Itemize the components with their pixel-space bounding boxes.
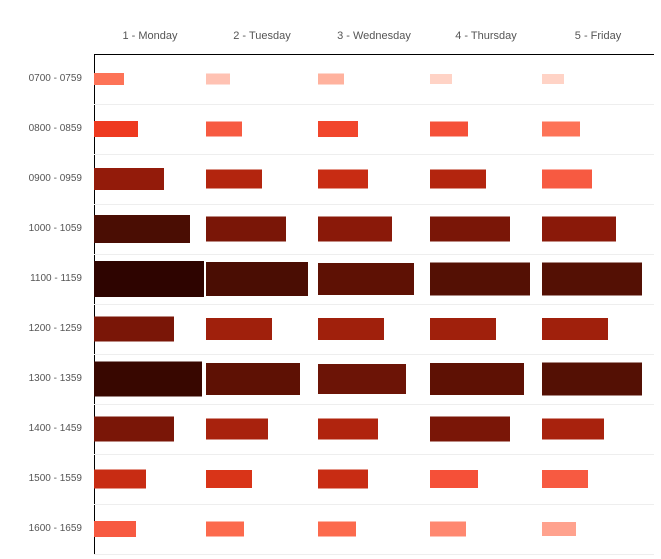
row-separator (94, 404, 654, 405)
heatmap-bar (318, 74, 344, 85)
heatmap-bar (542, 470, 588, 488)
heatmap-bar (542, 419, 604, 440)
heatmap-bar (542, 217, 616, 242)
row-label: 1600 - 1659 (0, 523, 82, 534)
heatmap-bar (94, 168, 164, 190)
heatmap-bar (318, 419, 378, 440)
row-label: 1200 - 1259 (0, 323, 82, 334)
heatmap-bar (430, 74, 452, 84)
col-header: 2 - Tuesday (206, 30, 318, 42)
col-header: 4 - Thursday (430, 30, 542, 42)
row-label: 1100 - 1159 (0, 273, 82, 284)
row-separator (94, 504, 654, 505)
heatmap-bar (206, 419, 268, 440)
heatmap-bar (430, 217, 510, 242)
heatmap-bar (430, 263, 530, 296)
heatmap-bar (94, 362, 202, 397)
heatmap-bar (318, 121, 358, 137)
row-label: 0900 - 0959 (0, 173, 82, 184)
heatmap-bar (206, 363, 300, 395)
heatmap-bar (206, 170, 262, 189)
heatmap-bar (206, 217, 286, 242)
heatmap-bar (94, 215, 190, 243)
row-label: 0800 - 0859 (0, 123, 82, 134)
row-label: 1000 - 1059 (0, 223, 82, 234)
heatmap-bar (94, 470, 146, 489)
row-separator (94, 254, 654, 255)
heatmap-bar (542, 522, 576, 536)
col-header: 3 - Wednesday (318, 30, 430, 42)
row-separator (94, 204, 654, 205)
heatmap-bar (94, 521, 136, 537)
row-separator (94, 354, 654, 355)
heatmap-bar (318, 364, 406, 394)
heatmap-bar (318, 217, 392, 242)
heatmap-bar (206, 122, 242, 137)
heatmap-bar (94, 121, 138, 137)
heatmap-bar (542, 74, 564, 84)
heatmap-bar (206, 470, 252, 488)
heatmap-bar (94, 417, 174, 442)
heatmap-bar (430, 122, 468, 137)
heatmap-bar (430, 470, 478, 488)
heatmap-bar (542, 122, 580, 137)
heatmap-bar (206, 262, 308, 296)
heatmap-bar (94, 73, 124, 85)
row-separator (94, 154, 654, 155)
heatmap-bar (430, 522, 466, 537)
heatmap-bar (318, 318, 384, 340)
heatmap-chart: 1 - Monday2 - Tuesday3 - Wednesday4 - Th… (0, 0, 661, 559)
heatmap-bar (430, 170, 486, 189)
heatmap-bar (206, 74, 230, 85)
heatmap-bar (318, 263, 414, 295)
col-header: 1 - Monday (94, 30, 206, 42)
row-label: 1400 - 1459 (0, 423, 82, 434)
heatmap-bar (318, 470, 368, 489)
row-label: 1500 - 1559 (0, 473, 82, 484)
heatmap-bar (318, 522, 356, 537)
heatmap-bar (430, 417, 510, 442)
heatmap-bar (542, 363, 642, 396)
heatmap-bar (94, 261, 204, 297)
heatmap-bar (542, 170, 592, 189)
row-separator (94, 104, 654, 105)
col-header: 5 - Friday (542, 30, 654, 42)
heatmap-bar (318, 170, 368, 189)
heatmap-bar (206, 318, 272, 340)
heatmap-bar (430, 363, 524, 395)
row-label: 0700 - 0759 (0, 73, 82, 84)
heatmap-bar (206, 522, 244, 537)
row-separator (94, 554, 654, 555)
heatmap-bar (430, 318, 496, 340)
row-label: 1300 - 1359 (0, 373, 82, 384)
row-separator (94, 304, 654, 305)
row-separator (94, 454, 654, 455)
heatmap-bar (94, 317, 174, 342)
x-axis (94, 54, 654, 55)
heatmap-bar (542, 318, 608, 340)
heatmap-bar (542, 263, 642, 296)
